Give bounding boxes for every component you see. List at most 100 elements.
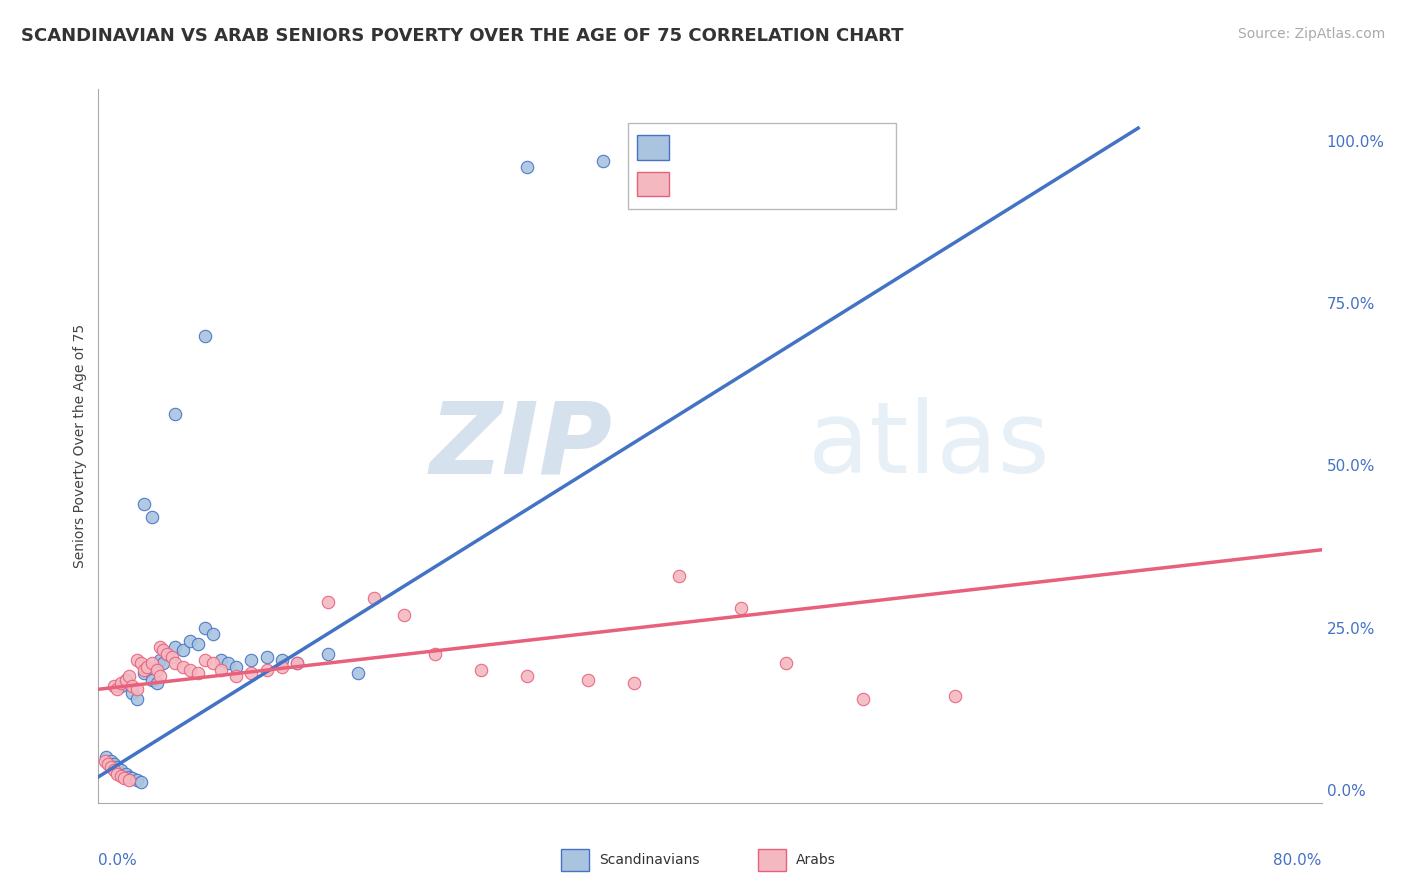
Text: atlas: atlas <box>808 398 1049 494</box>
Point <box>217 657 239 671</box>
Point <box>156 647 179 661</box>
Point <box>134 666 156 681</box>
Point <box>105 682 128 697</box>
Point <box>112 771 135 785</box>
Point <box>134 497 156 511</box>
Point <box>194 621 217 635</box>
Point <box>163 657 186 671</box>
Point <box>110 768 132 782</box>
Point <box>470 663 492 677</box>
Point <box>160 649 183 664</box>
Point <box>145 663 167 677</box>
Point <box>134 663 156 677</box>
Text: SCANDINAVIAN VS ARAB SENIORS POVERTY OVER THE AGE OF 75 CORRELATION CHART: SCANDINAVIAN VS ARAB SENIORS POVERTY OVE… <box>21 27 904 45</box>
Point <box>576 673 599 687</box>
Point <box>316 595 339 609</box>
Point <box>115 673 138 687</box>
Point <box>136 659 159 673</box>
Text: R = 0.217    N = 51: R = 0.217 N = 51 <box>678 177 839 192</box>
Point <box>172 659 194 673</box>
Point <box>152 657 174 671</box>
Point <box>202 657 225 671</box>
Point <box>136 663 159 677</box>
Point <box>141 510 163 524</box>
Y-axis label: Seniors Poverty Over the Age of 75: Seniors Poverty Over the Age of 75 <box>73 324 87 568</box>
Point <box>316 647 339 661</box>
Point <box>285 657 308 671</box>
Point <box>516 160 538 174</box>
Point <box>103 756 125 771</box>
Text: Arabs: Arabs <box>796 853 835 867</box>
Point <box>225 659 247 673</box>
Text: R = 0.671    N = 42: R = 0.671 N = 42 <box>678 140 839 155</box>
Point <box>775 657 797 671</box>
Point <box>187 637 209 651</box>
Point <box>145 675 167 690</box>
Point <box>110 675 132 690</box>
Point <box>270 653 292 667</box>
Point <box>149 669 172 683</box>
Point <box>125 692 148 706</box>
Point <box>156 647 179 661</box>
Point <box>392 607 416 622</box>
Point <box>141 657 163 671</box>
Text: Scandinavians: Scandinavians <box>599 853 699 867</box>
Point <box>118 770 141 784</box>
Point <box>121 685 143 699</box>
Text: Source: ZipAtlas.com: Source: ZipAtlas.com <box>1237 27 1385 41</box>
Point <box>100 760 122 774</box>
Point <box>97 756 120 771</box>
Point <box>110 679 132 693</box>
Point <box>187 666 209 681</box>
Point <box>163 640 186 654</box>
Point <box>93 754 115 768</box>
Point <box>179 633 201 648</box>
Point <box>103 764 125 778</box>
Point <box>285 657 308 671</box>
Text: ZIP: ZIP <box>429 398 612 494</box>
Point <box>149 653 172 667</box>
Point <box>118 773 141 788</box>
Point <box>125 682 148 697</box>
Text: 80.0%: 80.0% <box>1274 853 1322 868</box>
Point <box>270 659 292 673</box>
Point <box>163 407 186 421</box>
Point <box>129 657 152 671</box>
Point <box>623 675 645 690</box>
Point <box>347 666 370 681</box>
Point <box>423 647 446 661</box>
Point <box>141 673 163 687</box>
Point <box>363 591 385 606</box>
Point <box>115 766 138 780</box>
Point <box>105 766 128 780</box>
Point <box>194 328 217 343</box>
Point <box>129 775 152 789</box>
Point <box>125 773 148 788</box>
Point <box>256 649 278 664</box>
Point <box>209 663 232 677</box>
Point <box>100 754 122 768</box>
Point <box>852 692 875 706</box>
Point <box>149 640 172 654</box>
Point <box>516 669 538 683</box>
Point <box>152 643 174 657</box>
Point <box>115 673 138 687</box>
Point <box>125 653 148 667</box>
Point <box>179 663 201 677</box>
Point <box>105 760 128 774</box>
Point <box>202 627 225 641</box>
Point <box>225 669 247 683</box>
Point <box>943 689 966 703</box>
Text: 0.0%: 0.0% <box>98 853 138 868</box>
Point <box>592 153 614 168</box>
Point <box>172 643 194 657</box>
Point <box>94 750 117 764</box>
Point <box>240 653 263 667</box>
Point <box>730 601 752 615</box>
Point <box>668 568 690 582</box>
Point <box>256 663 278 677</box>
Point <box>103 679 125 693</box>
Point <box>240 666 263 681</box>
Point <box>121 771 143 785</box>
Point <box>194 653 217 667</box>
